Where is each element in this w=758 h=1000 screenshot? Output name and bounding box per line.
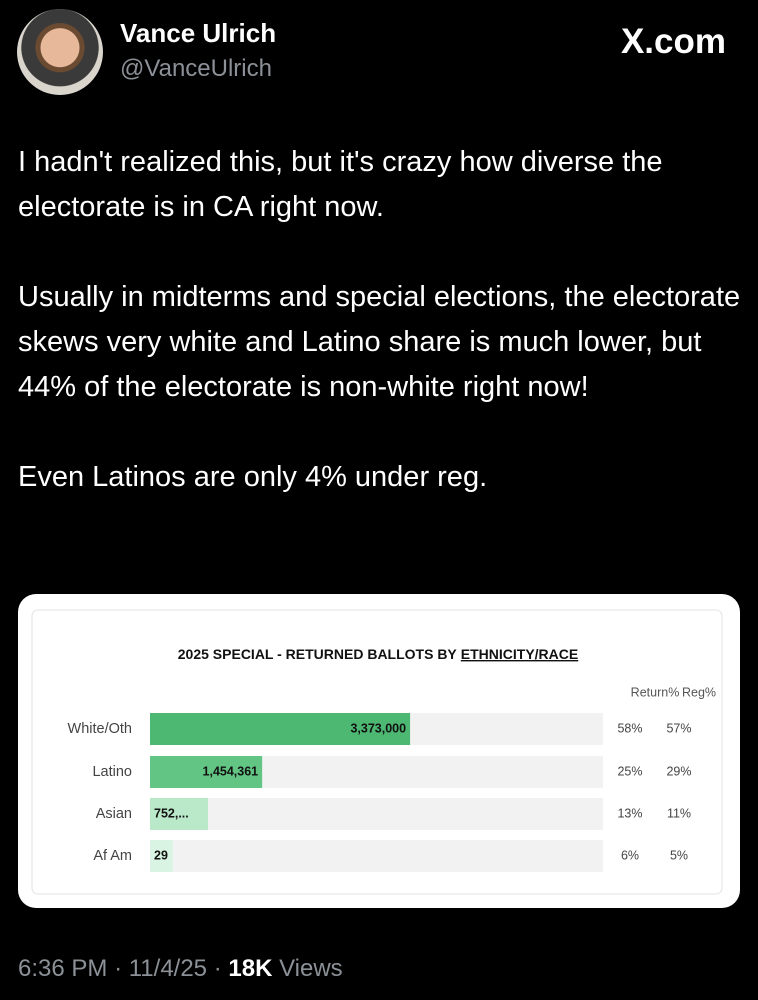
author-handle[interactable]: @VanceUlrich bbox=[120, 55, 272, 82]
tweet-text: I hadn't realized this, but it's crazy h… bbox=[18, 140, 743, 545]
bar bbox=[150, 798, 208, 830]
bar bbox=[150, 713, 411, 745]
return-pct: 25% bbox=[617, 764, 642, 778]
chart-title: 2025 SPECIAL - RETURNED BALLOTS BY ETHNIC… bbox=[178, 646, 578, 662]
value-label: 752,... bbox=[154, 806, 189, 820]
date: 11/4/25 bbox=[128, 955, 208, 982]
views-label: Views bbox=[279, 955, 343, 982]
return-pct: 13% bbox=[617, 806, 642, 820]
reg-pct: 57% bbox=[666, 721, 691, 735]
separator: · bbox=[114, 955, 123, 982]
avatar[interactable] bbox=[17, 9, 103, 95]
separator: · bbox=[213, 955, 222, 982]
paragraph: Usually in midterms and special election… bbox=[18, 281, 741, 403]
author-name[interactable]: Vance Ulrich bbox=[120, 18, 277, 48]
brand: X.com bbox=[620, 22, 726, 61]
value-label: 3,373,000 bbox=[350, 721, 406, 735]
chart: 2025 SPECIAL - RETURNED BALLOTS BY ETHNIC… bbox=[31, 609, 723, 895]
category-label: Af Am bbox=[93, 848, 132, 864]
value-label: 1,454,361 bbox=[203, 764, 259, 778]
paragraph: Even Latinos are only 4% under reg. bbox=[18, 461, 488, 493]
bar bbox=[150, 840, 173, 872]
column-header: Return% bbox=[631, 685, 680, 699]
chart-card[interactable]: 2025 SPECIAL - RETURNED BALLOTS BY ETHNIC… bbox=[18, 594, 740, 908]
tweet-meta: 6:36 PM · 11/4/25 · 18K Views bbox=[18, 955, 343, 983]
category-label: White/Oth bbox=[68, 721, 132, 737]
value-label: 29 bbox=[154, 848, 168, 862]
return-pct: 6% bbox=[621, 848, 639, 862]
column-header: Reg% bbox=[682, 685, 716, 699]
bar bbox=[150, 756, 263, 788]
return-pct: 58% bbox=[617, 721, 642, 735]
category-label: Asian bbox=[96, 806, 132, 822]
bar-track bbox=[150, 840, 603, 872]
reg-pct: 29% bbox=[666, 764, 691, 778]
bar-track bbox=[150, 798, 603, 830]
category-label: Latino bbox=[92, 764, 132, 780]
paragraph: I hadn't realized this, but it's crazy h… bbox=[18, 146, 663, 223]
time: 6:36 PM bbox=[18, 955, 108, 982]
reg-pct: 5% bbox=[670, 848, 688, 862]
reg-pct: 11% bbox=[667, 806, 691, 820]
views-count: 18K bbox=[228, 955, 273, 982]
